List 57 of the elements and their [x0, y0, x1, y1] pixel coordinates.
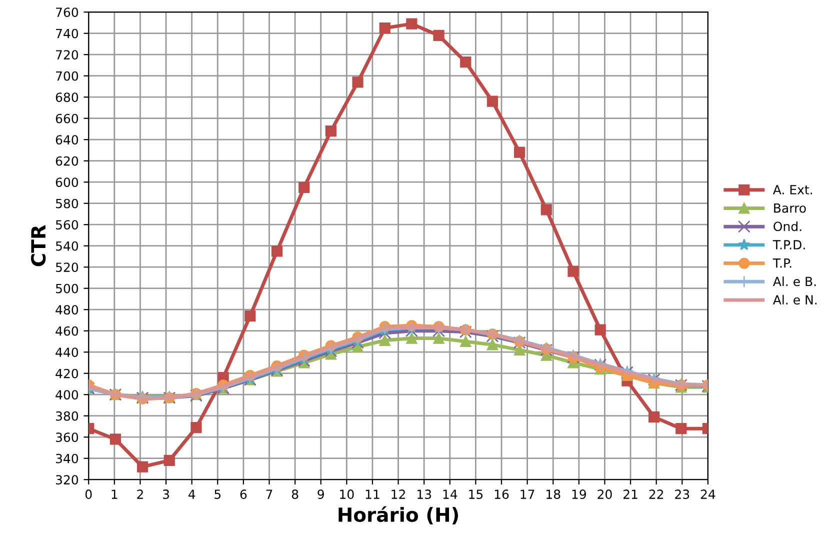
- x-tick-label: 1: [112, 490, 118, 499]
- y-tick-label: 640: [56, 135, 78, 145]
- y-tick-label: 760: [56, 8, 78, 18]
- x-tick-label: 11: [366, 490, 380, 499]
- x-tick-label: 13: [417, 490, 432, 499]
- x-tick-label: 15: [469, 490, 483, 499]
- x-tick-label: 4: [188, 490, 196, 499]
- legend-label: Al. e N.: [772, 294, 816, 305]
- y-tick-label: 500: [56, 284, 78, 294]
- y-tick-label: 660: [56, 114, 78, 124]
- legend-label: Barro: [774, 203, 806, 213]
- x-tick-label: 22: [649, 490, 664, 499]
- y-tick-label: 540: [56, 241, 78, 251]
- y-tick-label: 400: [56, 390, 78, 400]
- y-tick-label: 440: [56, 348, 78, 358]
- y-tick-label: 420: [56, 368, 78, 378]
- x-tick-label: 9: [318, 490, 324, 499]
- x-tick-label: 5: [214, 490, 221, 499]
- x-tick-label: 14: [443, 490, 458, 499]
- legend-label: A. Ext.: [772, 185, 812, 194]
- x-tick-label: 6: [240, 490, 247, 499]
- y-tick-label: 480: [56, 305, 78, 315]
- y-tick-label: 380: [56, 411, 78, 421]
- x-tick-label: 16: [494, 490, 509, 499]
- x-tick-label: 8: [292, 490, 298, 499]
- y-tick-label: 720: [56, 50, 78, 60]
- x-tick-label: 10: [340, 490, 354, 499]
- x-tick-label: 12: [392, 490, 405, 499]
- y-tick-label: 460: [56, 326, 78, 336]
- x-tick-label: 23: [675, 490, 690, 499]
- x-tick-label: 24: [700, 490, 716, 499]
- y-tick-label: 560: [56, 220, 78, 230]
- x-tick-label: 2: [137, 490, 143, 499]
- x-tick-label: 20: [598, 490, 612, 499]
- x-tick-label: 17: [520, 490, 534, 499]
- y-axis-title: CTR: [30, 224, 46, 266]
- x-tick-label: 0: [85, 490, 92, 499]
- y-tick-label: 740: [56, 28, 78, 38]
- y-tick-label: 320: [56, 475, 78, 485]
- x-axis-title: Horário (H): [338, 506, 458, 524]
- y-tick-label: 520: [56, 262, 78, 272]
- y-tick-label: 700: [56, 71, 78, 81]
- y-tick-label: 620: [56, 156, 78, 166]
- legend-label: T.P.D.: [772, 240, 805, 250]
- y-tick-label: 580: [56, 198, 78, 208]
- y-tick-label: 360: [56, 432, 78, 442]
- legend-label: Ond.: [774, 221, 802, 232]
- y-tick-label: 340: [56, 454, 78, 464]
- x-tick-label: 3: [162, 490, 169, 499]
- legend-label: T.P.: [772, 258, 792, 268]
- x-tick-label: 7: [266, 490, 272, 499]
- y-tick-label: 600: [56, 178, 78, 188]
- legend-label: Al. e B.: [772, 276, 816, 286]
- y-tick-label: 680: [56, 92, 78, 102]
- x-tick-label: 18: [546, 490, 560, 499]
- x-tick-label: 19: [572, 490, 586, 499]
- x-tick-label: 21: [623, 490, 638, 499]
